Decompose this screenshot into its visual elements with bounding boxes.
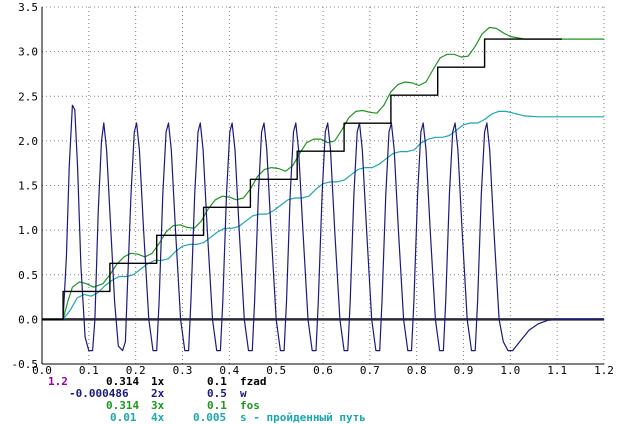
y-tick-label: 2.0 [18,135,38,148]
x-tick-label: 0.7 [360,364,380,374]
x-tick-label: 0.6 [313,364,333,374]
y-tick-label: 1.0 [18,224,38,237]
legend-r2-scale: -0.000486 [69,387,129,400]
legend-r2-name-val: 0.5 [207,387,227,400]
y-tick-label: 3.0 [18,46,38,59]
legend-r4-scale: 0.01 [110,411,137,424]
legend-r2-name: w [240,387,247,400]
chart: 0.0 0.1 0.2 0.3 0.4 0.5 0.6 0.7 0.8 0.9 1.0 1.1 1.2 … [12,1,614,374]
legend-r1-name-val: 0.1 [207,375,227,388]
legend-r4-name-val: 0.005 [193,411,227,424]
series-line-fos [42,26,604,320]
y-tick-label: 1.5 [18,180,38,193]
x-tick-label: 0.2 [126,364,146,374]
legend: 1.2 0.314 1x 0.1 fzad -0.000486 2x 0.5 w… [0,374,622,424]
legend-r1-val: 1.2 [48,375,68,388]
series-layer [42,26,604,352]
x-tick-label: 0.1 [79,364,99,374]
legend-r4-mult: 4x [151,411,165,424]
x-tick-label: 0.8 [407,364,427,374]
legend-r2-mult: 2x [151,387,165,400]
legend-r3-scale: 0.314 [106,399,140,412]
series-line-s [42,110,604,320]
legend-r4-name: s - пройденный путь [240,411,366,424]
x-tick-label: 0.4 [219,364,239,374]
x-tick-label: 0.3 [173,364,193,374]
x-tick-labels: 0.0 0.1 0.2 0.3 0.4 0.5 0.6 0.7 0.8 0.9 1.0 1.1 1.2 [32,364,614,374]
x-tick-label: 1.2 [594,364,614,374]
y-tick-label: 2.5 [18,90,38,103]
y-tick-labels: 3.5 3.0 2.5 2.0 1.5 1.0 0.5 0.0 -0.5 [12,1,39,371]
x-tick-label: 0.5 [266,364,286,374]
series-line-fzad [42,38,562,321]
x-tick-label: 1.0 [500,364,520,374]
series-line-w [42,104,604,352]
x-tick-label: 0.9 [454,364,474,374]
x-tick-label: 0.0 [32,364,52,374]
y-tick-label: 0.5 [18,269,38,282]
legend-r1-name: fzad [240,375,267,388]
legend-r3-name-val: 0.1 [207,399,227,412]
y-tick-label: 3.5 [18,1,38,14]
axes [41,7,604,365]
legend-r1-scale: 0.314 [106,375,140,388]
legend-r3-name: fos [240,399,260,412]
legend-r1-mult: 1x [151,375,165,388]
legend-r3-mult: 3x [151,399,165,412]
y-tick-label: 0.0 [18,313,38,326]
y-tick-label: -0.5 [12,358,39,371]
x-tick-label: 1.1 [547,364,567,374]
